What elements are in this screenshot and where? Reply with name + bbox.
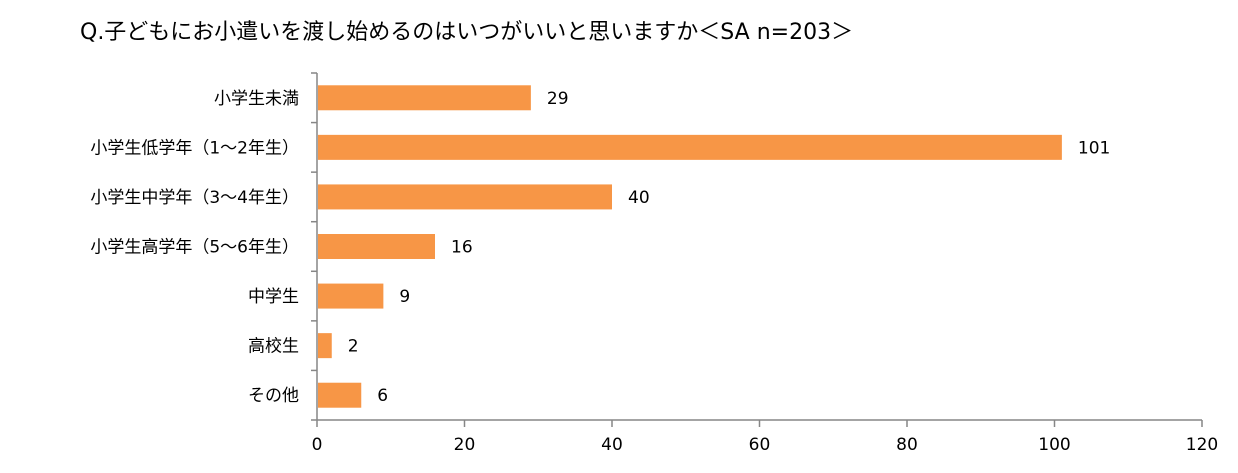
x-tick-label: 80 [896,435,918,455]
data-label: 29 [547,89,569,109]
data-label: 16 [451,238,473,258]
category-label: その他 [248,386,299,406]
data-label: 2 [348,337,359,357]
x-tick-label: 20 [454,435,476,455]
bar [318,333,332,359]
x-tick-label: 60 [749,435,771,455]
x-tick-label: 40 [601,435,623,455]
category-label: 小学生低学年（1～2年生） [90,138,299,158]
x-tick-label: 120 [1186,435,1218,455]
category-label: 高校生 [248,337,299,357]
axis-layer [311,72,1203,427]
bar [318,283,384,309]
bar [318,184,612,210]
bars-layer [318,85,1062,408]
category-label: 小学生高学年（5～6年生） [90,238,299,258]
bar [318,134,1062,160]
chart-title: Q.子どもにお小遣いを渡し始めるのはいつがいいと思いますか＜SA n=203＞ [80,20,854,45]
data-label: 40 [628,188,650,208]
data-label: 9 [399,287,410,307]
data-label: 101 [1078,138,1110,158]
category-label: 小学生未満 [214,89,299,109]
bar [318,382,362,408]
bar [318,234,435,259]
bar [318,85,531,111]
data-label: 6 [377,386,388,406]
category-label: 小学生中学年（3～4年生） [90,188,299,208]
x-tick-label: 100 [1038,435,1070,455]
category-label: 中学生 [248,287,299,307]
x-tick-label: 0 [312,435,323,455]
